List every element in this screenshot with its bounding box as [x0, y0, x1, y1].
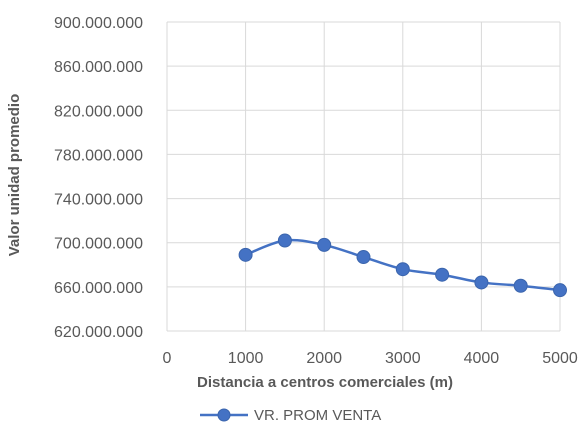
y-tick-label: 860.000.000 — [54, 59, 143, 76]
data-point-marker — [513, 278, 528, 293]
data-point-marker — [238, 247, 253, 262]
x-tick-label: 3000 — [385, 350, 421, 367]
y-tick-label: 900.000.000 — [54, 15, 143, 32]
y-axis-title: Valor unidad promedio — [6, 94, 23, 257]
legend: VR. PROM VENTA — [200, 407, 381, 423]
y-tick-label: 780.000.000 — [54, 147, 143, 164]
x-tick-label: 2000 — [306, 350, 342, 367]
data-point-marker — [395, 262, 410, 277]
data-point-marker — [317, 237, 332, 252]
x-tick-label: 1000 — [228, 350, 264, 367]
y-tick-label: 820.000.000 — [54, 103, 143, 120]
x-tick-label: 5000 — [542, 350, 578, 367]
data-point-marker — [277, 233, 292, 248]
series-layer — [238, 233, 567, 298]
x-axis-tick-labels: 0 1000 2000 3000 4000 5000 — [163, 350, 578, 367]
y-tick-label: 620.000.000 — [54, 324, 143, 341]
data-point-marker — [356, 250, 371, 265]
y-tick-label: 700.000.000 — [54, 236, 143, 253]
y-axis-tick-labels: 620.000.000 660.000.000 700.000.000 740.000… — [54, 15, 143, 341]
legend-marker-swatch — [217, 408, 231, 422]
y-tick-label: 660.000.000 — [54, 280, 143, 297]
data-point-marker — [435, 267, 450, 282]
data-point-marker — [474, 275, 489, 290]
x-tick-label: 0 — [163, 350, 172, 367]
legend-label: VR. PROM VENTA — [254, 407, 381, 423]
x-tick-label: 4000 — [464, 350, 500, 367]
data-point-marker — [553, 283, 567, 298]
x-axis-title: Distancia a centros comerciales (m) — [197, 374, 453, 391]
y-tick-label: 740.000.000 — [54, 192, 143, 209]
